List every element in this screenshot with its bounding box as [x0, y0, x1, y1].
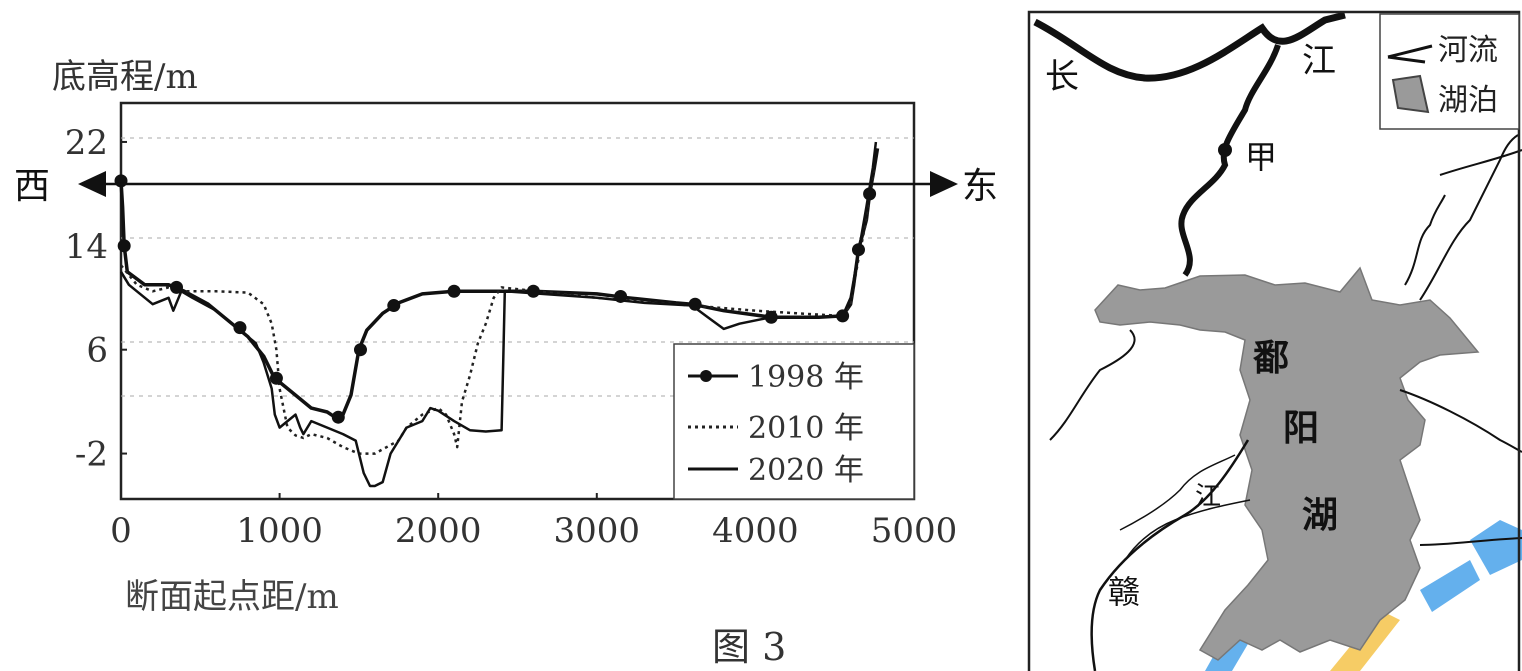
series-1998-marker: [764, 310, 778, 324]
label-jia: 甲: [1245, 138, 1277, 176]
x-axis-label: 断面起点距/m: [125, 577, 339, 617]
river-west-1: [1049, 329, 1136, 441]
poyang-lake-map: 河流 湖泊 长 江 甲 鄱 阳 湖 江 赣: [1027, 10, 1522, 671]
legend-label-2020: 2020 年: [748, 453, 864, 488]
river-ne-2: [1404, 194, 1446, 286]
figure-caption: 图 3: [712, 625, 786, 669]
plot-frame: [119, 101, 916, 501]
series-1998-marker: [269, 371, 283, 385]
label-yang: 阳: [1283, 407, 1319, 449]
label-jiang-small: 江: [1195, 482, 1221, 512]
legend-label-2010: 2010 年: [748, 411, 864, 446]
x-tick-label: 0: [110, 511, 132, 551]
river-east-1: [1399, 389, 1522, 453]
series-1998-marker: [863, 187, 877, 201]
legend-marker-1998: [700, 370, 712, 382]
arrow-left-head: [78, 171, 106, 197]
series-1998-marker: [688, 297, 702, 311]
y-ticks: 22 14 6 -2: [65, 123, 127, 475]
label-chang: 长: [1045, 57, 1079, 97]
legend: 1998 年 2010 年 2020 年: [673, 343, 915, 500]
river-legend-icon: [1387, 44, 1433, 64]
series-1998-marker: [851, 243, 865, 257]
x-tick-label: 5000: [871, 511, 958, 551]
river-ne-1: [1419, 134, 1519, 301]
series-2020-line: [119, 141, 878, 488]
river-east-2: [1419, 537, 1522, 546]
series-1998-marker: [836, 309, 850, 323]
legend-river-label: 河流: [1438, 33, 1498, 68]
elevation-profile-chart: 底高程/m 0 1000 2000 3000 4000 5000 22 14 6 -2 西 东: [14, 57, 998, 669]
yangtze-river: [1033, 11, 1346, 82]
series-1998-marker: [170, 280, 184, 294]
series-1998-marker: [114, 174, 128, 188]
series-1998-marker: [614, 289, 628, 303]
x-tick-label: 3000: [554, 511, 641, 551]
series-1998-marker: [526, 284, 540, 298]
outflow-channel: [1178, 44, 1281, 277]
rivers: [1033, 11, 1522, 671]
label-jiang: 江: [1302, 41, 1336, 81]
watermark-blue-stroke-2: [1420, 560, 1480, 612]
y-tick-label: -2: [75, 435, 108, 475]
river-ne-3: [1439, 149, 1522, 176]
watermark-blue-stroke-3: [1470, 520, 1522, 575]
y-tick-label: 22: [65, 123, 108, 163]
direction-east: 东: [962, 166, 998, 207]
series-1998-marker: [447, 284, 461, 298]
x-tick-label: 4000: [712, 511, 799, 551]
x-tick-label: 2000: [395, 511, 482, 551]
map-frame: [1027, 10, 1521, 671]
label-po: 鄱: [1253, 337, 1289, 379]
lake-legend-icon: [1391, 74, 1430, 114]
x-ticks: 0 1000 2000 3000 4000 5000: [110, 493, 957, 551]
point-jia-marker: [1218, 143, 1232, 157]
x-tick-label: 1000: [236, 511, 323, 551]
label-hu: 湖: [1302, 494, 1338, 536]
series-1998-marker: [233, 321, 247, 335]
gan-river: [1090, 439, 1250, 671]
direction-west: 西: [14, 166, 50, 207]
y-axis-label: 底高程/m: [52, 57, 198, 97]
map-legend: 河流 湖泊: [1379, 13, 1520, 130]
y-tick-label: 14: [65, 227, 108, 267]
west-east-arrow: 西 东: [14, 166, 998, 207]
y-tick-label: 6: [86, 331, 108, 371]
series-1998-marker: [353, 343, 367, 357]
series-1998-marker: [331, 410, 345, 424]
gan-river-branch-2: [1124, 499, 1251, 561]
map-legend-box: [1379, 13, 1520, 130]
poyang-lake: [1094, 266, 1480, 661]
series-markers: [114, 174, 877, 424]
label-gan: 赣: [1108, 573, 1140, 611]
legend-box: [673, 343, 915, 500]
series-1998-marker: [117, 239, 131, 253]
arrow-right-head: [930, 171, 958, 197]
gan-river-branch: [1119, 454, 1236, 531]
legend-lake-label: 湖泊: [1438, 83, 1498, 118]
series-1998-marker: [387, 299, 401, 313]
legend-label-1998: 1998 年: [748, 360, 864, 395]
